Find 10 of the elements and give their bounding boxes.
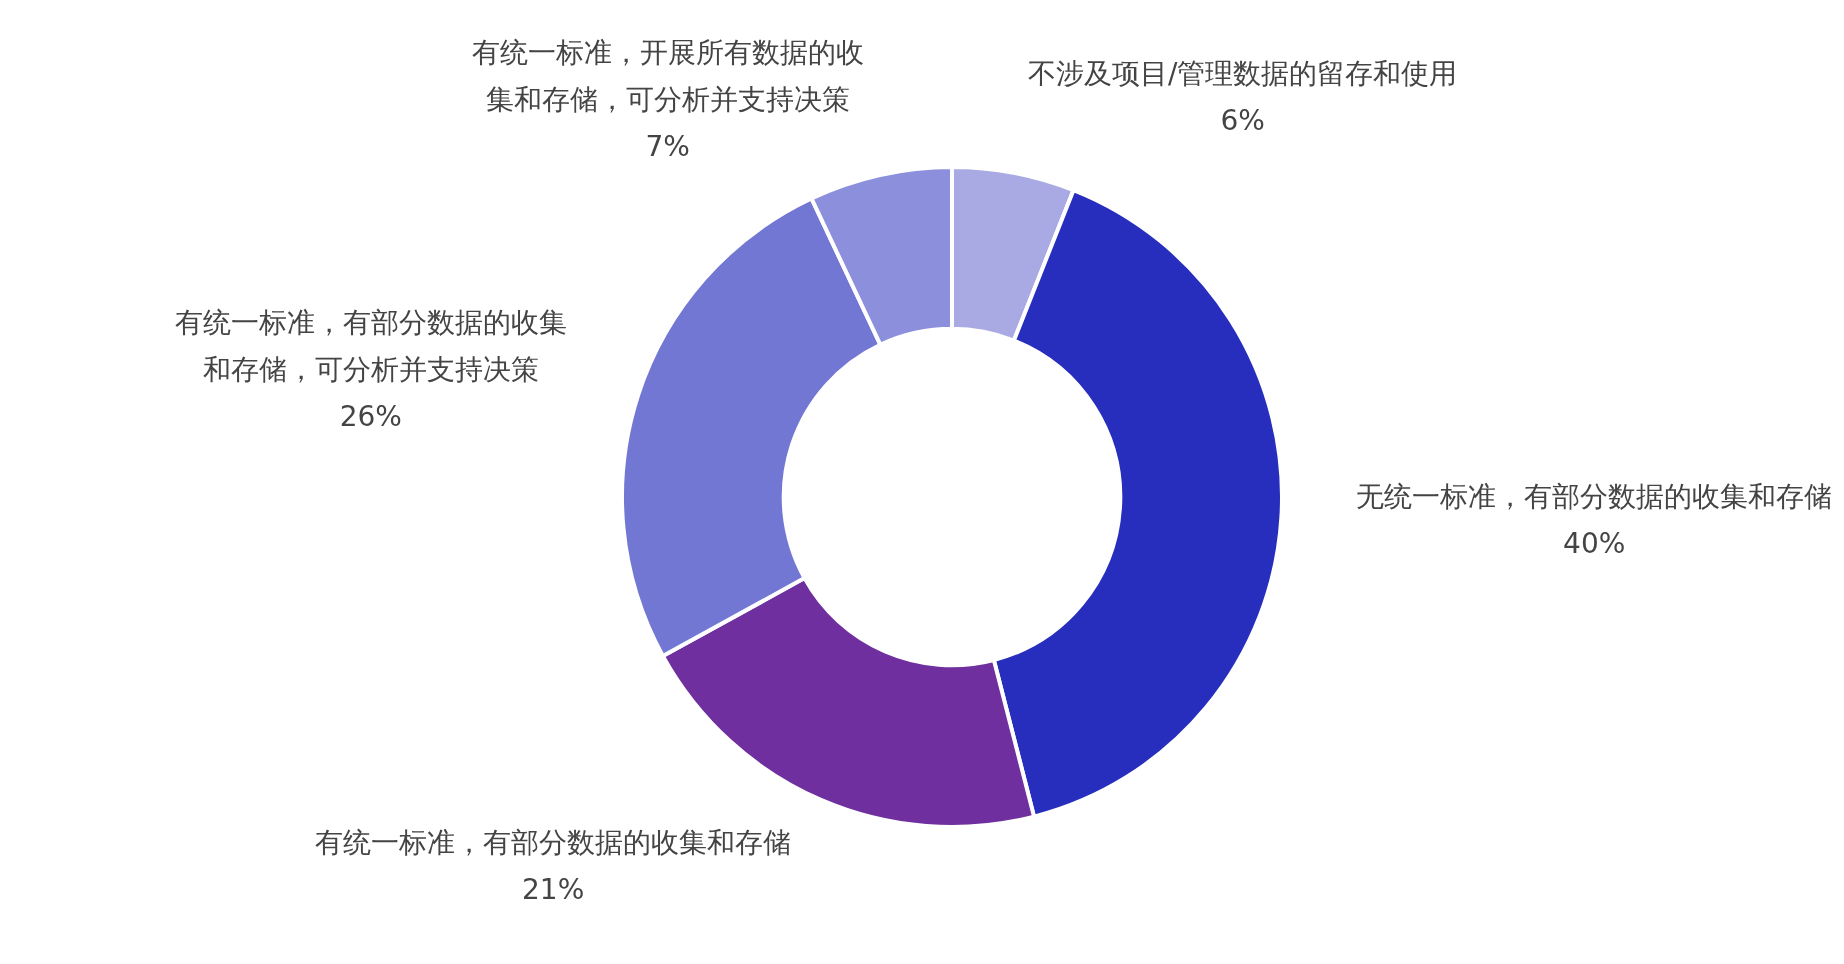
slice-label: 无统一标准，有部分数据的收集和存储 <box>1356 480 1833 514</box>
slice-label: 不涉及项目/管理数据的留存和使用 <box>1027 56 1458 90</box>
slice-label: 有统一标准，有部分数据的收集和存储，可分析并支持决策 <box>174 306 567 387</box>
slice-label: 有统一标准，开展所有数据的收集和存储，可分析并支持决策 <box>471 36 864 117</box>
slice-label: 有统一标准，有部分数据的收集和存储 <box>315 826 792 860</box>
data-label: 26% <box>339 400 402 434</box>
data-label: 40% <box>1563 527 1626 561</box>
data-label: 7% <box>645 130 690 164</box>
data-label: 6% <box>1220 103 1265 137</box>
data-label: 21% <box>522 873 585 907</box>
